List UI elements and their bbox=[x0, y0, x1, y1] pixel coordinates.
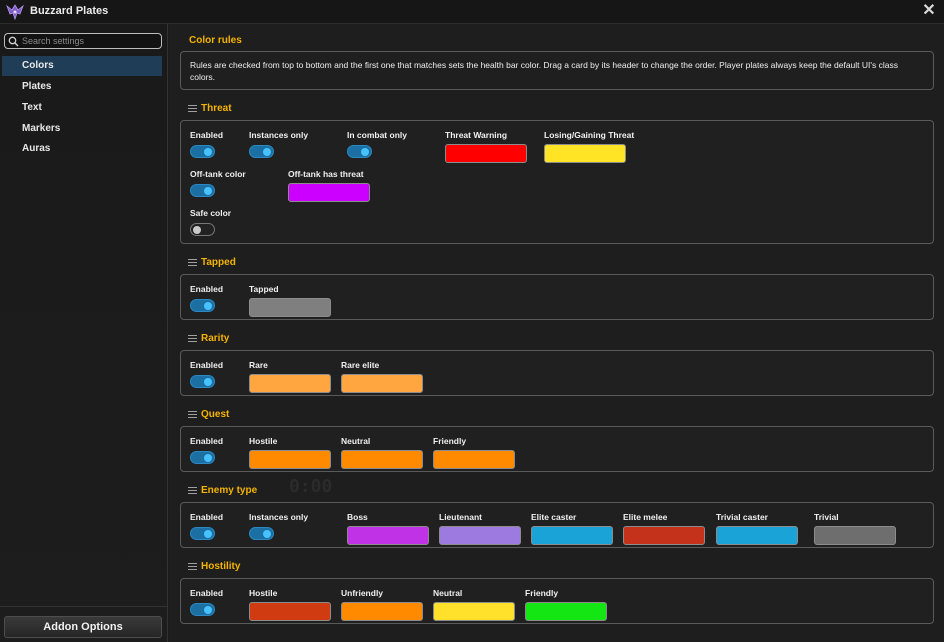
instances-only-toggle[interactable] bbox=[249, 145, 274, 158]
in-combat-only-toggle[interactable] bbox=[347, 145, 372, 158]
enabled-toggle[interactable] bbox=[190, 375, 215, 388]
group-title-tapped: Tapped bbox=[201, 257, 236, 268]
sidebar-item-plates[interactable]: Plates bbox=[2, 77, 162, 97]
instances-only-toggle[interactable] bbox=[249, 527, 274, 540]
drag-handle-icon[interactable] bbox=[188, 563, 197, 571]
drag-handle-icon[interactable] bbox=[188, 335, 197, 343]
sidebar-item-colors[interactable]: Colors bbox=[2, 56, 162, 76]
group-title-threat: Threat bbox=[201, 103, 232, 114]
color-swatch[interactable] bbox=[341, 450, 423, 469]
description-box: Rules are checked from top to bottom and… bbox=[180, 51, 934, 90]
field-label: Enabled bbox=[190, 130, 223, 140]
field-label: Rare elite bbox=[341, 360, 379, 370]
search-icon bbox=[8, 36, 19, 47]
field-label: Boss bbox=[347, 512, 368, 522]
enabled-toggle[interactable] bbox=[190, 145, 215, 158]
color-swatch[interactable] bbox=[288, 183, 370, 202]
enabled-toggle[interactable] bbox=[190, 299, 215, 312]
field-label: Instances only bbox=[249, 130, 308, 140]
section-title: Color rules bbox=[189, 35, 242, 46]
field-label: Tapped bbox=[249, 284, 279, 294]
color-swatch[interactable] bbox=[433, 602, 515, 621]
color-swatch[interactable] bbox=[531, 526, 613, 545]
card-rarity: Enabled Rare Rare elite bbox=[180, 350, 934, 396]
color-swatch[interactable] bbox=[814, 526, 896, 545]
field-label: Rare bbox=[249, 360, 268, 370]
color-swatch[interactable] bbox=[525, 602, 607, 621]
main-panel: 0:00 Color rules Rules are checked from … bbox=[169, 24, 944, 642]
safe-color-toggle[interactable] bbox=[190, 223, 215, 236]
card-threat: Enabled Instances only In combat only Th… bbox=[180, 120, 934, 244]
color-swatch[interactable] bbox=[249, 602, 331, 621]
field-label: Neutral bbox=[341, 436, 370, 446]
field-label: Hostile bbox=[249, 588, 277, 598]
color-swatch[interactable] bbox=[445, 144, 527, 163]
color-swatch[interactable] bbox=[439, 526, 521, 545]
color-swatch[interactable] bbox=[341, 374, 423, 393]
field-label: Enabled bbox=[190, 436, 223, 446]
buzzard-logo-icon bbox=[6, 3, 24, 21]
group-title-quest: Quest bbox=[201, 409, 229, 420]
window-title: Buzzard Plates bbox=[30, 5, 108, 17]
enabled-toggle[interactable] bbox=[190, 603, 215, 616]
field-label: Unfriendly bbox=[341, 588, 383, 598]
color-swatch[interactable] bbox=[341, 602, 423, 621]
color-swatch[interactable] bbox=[249, 450, 331, 469]
field-label: Losing/Gaining Threat bbox=[544, 130, 634, 140]
field-label: Threat Warning bbox=[445, 130, 507, 140]
card-tapped: Enabled Tapped bbox=[180, 274, 934, 320]
color-swatch[interactable] bbox=[623, 526, 705, 545]
group-title-hostility: Hostility bbox=[201, 561, 240, 572]
field-label: In combat only bbox=[347, 130, 407, 140]
card-hostility: Enabled Hostile Unfriendly Neutral Frien… bbox=[180, 578, 934, 624]
color-swatch[interactable] bbox=[249, 374, 331, 393]
field-label: Enabled bbox=[190, 284, 223, 294]
field-label: Friendly bbox=[525, 588, 558, 598]
color-swatch[interactable] bbox=[433, 450, 515, 469]
sidebar-item-text[interactable]: Text bbox=[2, 98, 162, 118]
card-enemy-type: Enabled Instances only Boss Lieutenant E… bbox=[180, 502, 934, 548]
field-label: Enabled bbox=[190, 512, 223, 522]
enabled-toggle[interactable] bbox=[190, 451, 215, 464]
title-bar: Buzzard Plates ✕ bbox=[0, 0, 944, 24]
enabled-toggle[interactable] bbox=[190, 527, 215, 540]
field-label: Enabled bbox=[190, 360, 223, 370]
close-icon[interactable]: ✕ bbox=[920, 1, 938, 21]
drag-handle-icon[interactable] bbox=[188, 259, 197, 267]
description-text: Rules are checked from top to bottom and… bbox=[190, 60, 898, 82]
field-label: Trivial caster bbox=[716, 512, 768, 522]
color-swatch[interactable] bbox=[716, 526, 798, 545]
field-label: Enabled bbox=[190, 588, 223, 598]
field-label: Elite caster bbox=[531, 512, 576, 522]
search-box[interactable] bbox=[4, 33, 162, 49]
field-label: Neutral bbox=[433, 588, 462, 598]
color-swatch[interactable] bbox=[249, 298, 331, 317]
color-swatch[interactable] bbox=[544, 144, 626, 163]
drag-handle-icon[interactable] bbox=[188, 105, 197, 113]
off-tank-color-toggle[interactable] bbox=[190, 184, 215, 197]
card-quest: Enabled Hostile Neutral Friendly bbox=[180, 426, 934, 472]
sidebar-item-auras[interactable]: Auras bbox=[2, 139, 162, 159]
field-label: Trivial bbox=[814, 512, 839, 522]
sidebar: Colors Plates Text Markers Auras Addon O… bbox=[0, 24, 168, 642]
field-label: Safe color bbox=[190, 208, 231, 218]
group-title-rarity: Rarity bbox=[201, 333, 229, 344]
field-label: Hostile bbox=[249, 436, 277, 446]
sidebar-item-markers[interactable]: Markers bbox=[2, 119, 162, 139]
field-label: Friendly bbox=[433, 436, 466, 446]
sidebar-divider bbox=[0, 606, 168, 607]
field-label: Off-tank has threat bbox=[288, 169, 364, 179]
color-swatch[interactable] bbox=[347, 526, 429, 545]
watermark-timer: 0:00 bbox=[289, 476, 332, 497]
drag-handle-icon[interactable] bbox=[188, 411, 197, 419]
field-label: Instances only bbox=[249, 512, 308, 522]
field-label: Lieutenant bbox=[439, 512, 482, 522]
search-input[interactable] bbox=[22, 34, 158, 48]
drag-handle-icon[interactable] bbox=[188, 487, 197, 495]
group-title-enemy-type: Enemy type bbox=[201, 485, 257, 496]
field-label: Off-tank color bbox=[190, 169, 246, 179]
field-label: Elite melee bbox=[623, 512, 667, 522]
addon-options-button[interactable]: Addon Options bbox=[4, 616, 162, 638]
